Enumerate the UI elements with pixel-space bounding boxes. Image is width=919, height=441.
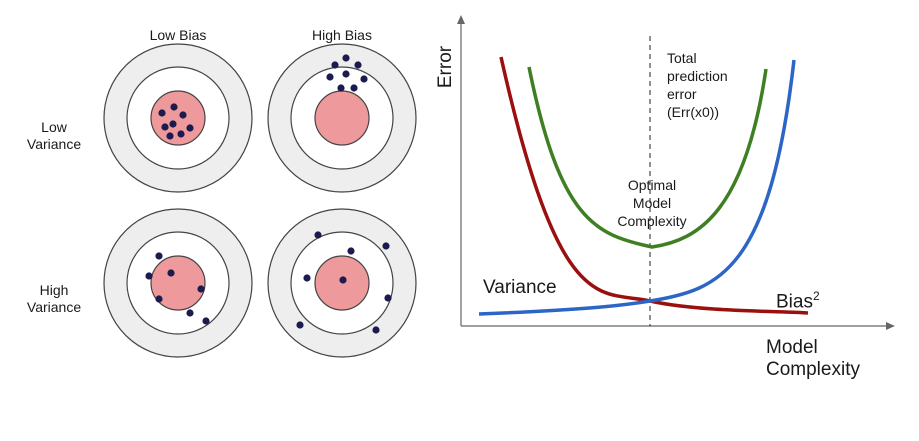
shot-dots — [145, 252, 210, 325]
optimal-complexity-label: Optimal Model Complexity — [617, 177, 687, 229]
total-error-curve — [527, 66, 768, 249]
target-low-bias-low-variance — [103, 43, 253, 193]
shot-dots — [158, 103, 194, 140]
bias-squared-label: Bias2 — [776, 289, 820, 313]
x-axis-label: Model Complexity — [766, 337, 860, 380]
target-low-bias-high-variance — [103, 208, 253, 358]
graph-axes — [457, 15, 895, 330]
row-header-low-variance: Low Variance — [26, 119, 82, 152]
bias-superscript: 2 — [812, 289, 820, 303]
target-high-bias-low-variance — [267, 43, 417, 193]
target-high-bias-high-variance — [267, 208, 417, 358]
col-header-high-bias: High Bias — [312, 27, 372, 43]
shot-dots — [296, 231, 392, 334]
variance-label: Variance — [483, 277, 557, 298]
row-header-high-variance: High Variance — [26, 282, 82, 315]
y-axis-label: Error — [435, 45, 456, 89]
col-header-low-bias: Low Bias — [149, 27, 207, 43]
variance-curve — [499, 56, 809, 315]
bias-squared-curve — [478, 59, 796, 316]
total-error-label: Total prediction error (Err(x0)) — [667, 50, 728, 120]
shot-dots — [326, 54, 368, 92]
